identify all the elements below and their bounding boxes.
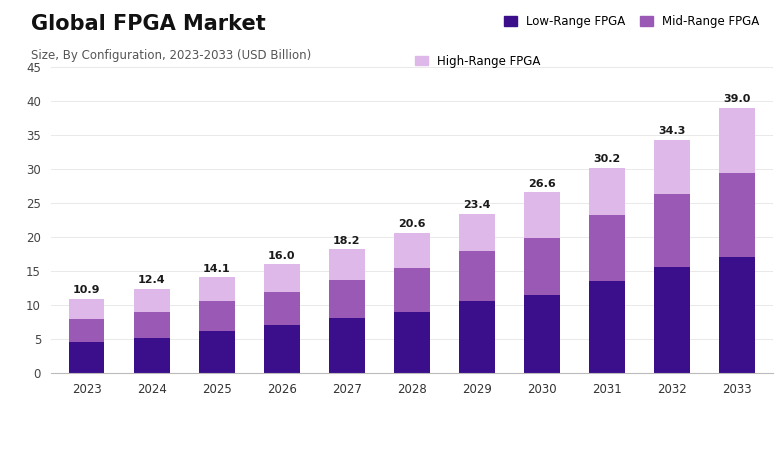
Bar: [524, 238, 560, 294]
Text: 13.6%: 13.6%: [168, 407, 269, 435]
Bar: [134, 288, 169, 312]
Text: 34.3: 34.3: [658, 126, 686, 137]
Legend: Low-Range FPGA, Mid-Range FPGA: Low-Range FPGA, Mid-Range FPGA: [504, 15, 759, 28]
Bar: [394, 233, 430, 268]
Text: 23.4: 23.4: [463, 200, 490, 210]
Bar: [654, 194, 690, 268]
Bar: [719, 108, 755, 173]
Bar: [524, 192, 560, 238]
Bar: [459, 251, 495, 301]
Bar: [264, 325, 300, 373]
Text: 18.2: 18.2: [333, 236, 361, 246]
Bar: [134, 338, 169, 373]
Bar: [719, 257, 755, 373]
Bar: [654, 140, 690, 194]
Bar: [264, 264, 300, 292]
Bar: [329, 280, 365, 319]
Bar: [590, 168, 625, 215]
Text: 12.4: 12.4: [137, 275, 166, 285]
Bar: [394, 268, 430, 312]
Text: 20.6: 20.6: [398, 219, 426, 230]
Bar: [524, 294, 560, 373]
Bar: [459, 301, 495, 373]
Bar: [69, 319, 105, 342]
Bar: [199, 331, 234, 373]
Text: $39.0 B: $39.0 B: [469, 407, 593, 435]
Text: 16.0: 16.0: [268, 250, 295, 261]
Bar: [590, 281, 625, 373]
Text: 39.0: 39.0: [724, 94, 751, 105]
Text: 14.1: 14.1: [203, 263, 230, 274]
Bar: [264, 292, 300, 325]
Bar: [329, 319, 365, 373]
Bar: [719, 173, 755, 257]
Bar: [69, 342, 105, 373]
Bar: [69, 299, 105, 319]
Bar: [199, 301, 234, 331]
Bar: [199, 277, 234, 301]
Bar: [394, 312, 430, 373]
Bar: [329, 249, 365, 280]
Legend: High-Range FPGA: High-Range FPGA: [415, 55, 540, 68]
Text: Ⓜ market.us: Ⓜ market.us: [644, 414, 733, 427]
Text: Global FPGA Market: Global FPGA Market: [31, 14, 266, 34]
Bar: [134, 312, 169, 338]
Bar: [590, 215, 625, 281]
Text: The Market will Grow
At the CAGR of:: The Market will Grow At the CAGR of:: [20, 409, 152, 433]
Text: Size, By Configuration, 2023-2033 (USD Billion): Size, By Configuration, 2023-2033 (USD B…: [31, 49, 312, 62]
Text: The Forecasted Market
Size for 2033 in USD:: The Forecasted Market Size for 2033 in U…: [289, 409, 433, 433]
Text: 10.9: 10.9: [73, 285, 100, 295]
Bar: [459, 214, 495, 251]
Bar: [654, 268, 690, 373]
Text: 26.6: 26.6: [528, 179, 556, 189]
Text: 30.2: 30.2: [594, 154, 621, 164]
